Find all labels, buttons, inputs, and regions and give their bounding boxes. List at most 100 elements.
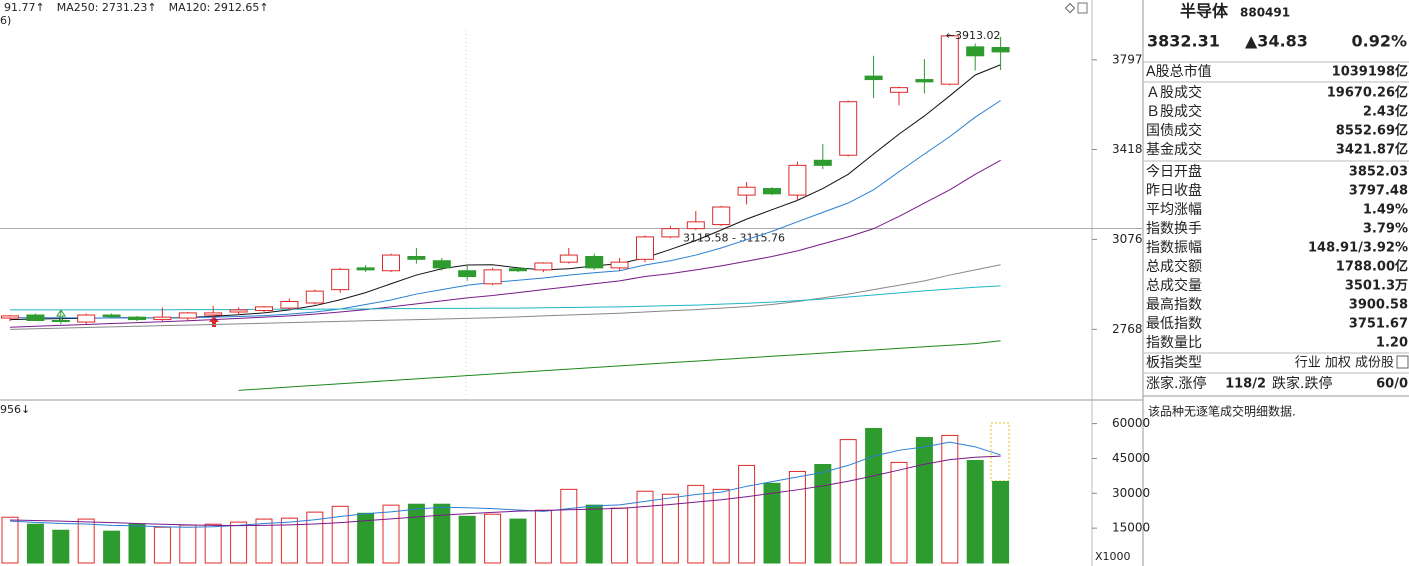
row-label: 昨日收盘 (1146, 182, 1202, 199)
candle-body (153, 316, 172, 321)
diamond-icon[interactable]: ◇ (1065, 1, 1075, 16)
volume-bar (128, 523, 146, 564)
candle-body (712, 206, 731, 226)
ma-line (10, 100, 1001, 319)
row-value: 3751.67 (1349, 317, 1408, 332)
volume-bar (331, 505, 349, 564)
row-value: 8552.69亿 (1336, 123, 1408, 139)
row-label: 平均涨幅 (1146, 202, 1202, 218)
y-tick-label: 15000 (1112, 521, 1150, 535)
volume-bar (534, 509, 552, 564)
volume-bar (738, 464, 756, 564)
quote-pct: 0.92% (1351, 32, 1407, 51)
candle-body (26, 314, 45, 321)
volume-bar (966, 460, 984, 564)
row-value: 3501.3万 (1345, 279, 1408, 294)
row-value: 3421.87亿 (1336, 142, 1408, 158)
candle-body (737, 186, 756, 196)
volume-bar (407, 503, 425, 564)
volume-bar (890, 461, 908, 564)
row-label: 指数量比 (1146, 335, 1202, 351)
candle-body (432, 260, 451, 269)
candle-body (864, 75, 883, 81)
candle-body (534, 262, 553, 271)
ma-line (9, 159, 1001, 328)
candle-body (661, 228, 680, 238)
row-value: 19670.26亿 (1327, 85, 1408, 101)
row-value: 3852.03 (1349, 165, 1408, 180)
row-label: 国债成交 (1146, 122, 1202, 139)
quote-code: 880491 (1240, 6, 1290, 20)
volume-bar (687, 484, 705, 564)
candle-body (763, 188, 781, 195)
row-value: 148.91/3.92% (1308, 241, 1408, 256)
volume-bar (382, 504, 400, 564)
candle-body (229, 309, 248, 313)
candle-body (1, 315, 19, 319)
row-label: 指数换手 (1146, 220, 1202, 237)
volume-bar (103, 530, 121, 564)
row-value: 2.43亿 (1363, 104, 1408, 120)
candle-body (966, 46, 985, 57)
quote-price: 3832.31 (1147, 32, 1220, 51)
y-tick-label: 3418 (1112, 142, 1143, 156)
candle-body (839, 101, 858, 156)
row-label: 今日开盘 (1146, 163, 1202, 180)
grid-icon[interactable] (1396, 355, 1409, 369)
candle-body (280, 300, 299, 309)
volume-bar (484, 513, 502, 564)
volume-bar (585, 504, 603, 564)
row-label: 最低指数 (1146, 316, 1202, 332)
candle-body (255, 306, 273, 311)
row-label: 总成交量 (1146, 277, 1202, 294)
ma-legend: MA120: 2912.65↑ (169, 1, 269, 14)
breadth-label: 涨家.涨停 (1146, 375, 1206, 392)
row-value: 1039198亿 (1332, 64, 1408, 80)
volume-bar (1, 516, 19, 564)
row-label: 指数振幅 (1146, 240, 1202, 256)
row-value: 3797.48 (1349, 184, 1408, 199)
candle-body (636, 236, 654, 260)
candle-body (813, 159, 832, 166)
unit-label: X1000 (1095, 550, 1131, 563)
candle-body (331, 268, 350, 291)
candle-body (407, 255, 426, 260)
level-label: 3115.58 - 3115.76 (683, 231, 785, 244)
row-value: 3900.58 (1349, 298, 1408, 313)
candle-body (51, 319, 70, 322)
candle-body (458, 270, 477, 278)
y-tick-label: 45000 (1112, 451, 1150, 465)
volume-bar (839, 439, 857, 564)
candle-body (610, 261, 629, 269)
volume-bar (179, 524, 197, 564)
y-tick-label: 3797 (1112, 52, 1143, 66)
volume-legend: 956↓ (0, 403, 30, 416)
volume-bar (204, 523, 222, 564)
row-value: 3.79% (1363, 222, 1408, 237)
row-value: 1.20 (1376, 336, 1408, 351)
volume-bar (814, 463, 832, 564)
window-icon[interactable] (1077, 2, 1088, 14)
candle-body (686, 221, 705, 230)
candle-body (991, 47, 1010, 53)
candle-body (890, 87, 908, 93)
quote-name: 半导体 (1180, 2, 1229, 21)
candle-body (128, 316, 146, 321)
ma-legend: 6) (0, 14, 11, 27)
y-tick-label: 3076 (1112, 232, 1143, 246)
breadth-label: 跌家.跌停 (1272, 375, 1332, 392)
candle-body (915, 79, 934, 83)
panel-note: 该品种无逐笔成交明细数据. (1148, 404, 1296, 419)
row-label: 最高指数 (1146, 296, 1202, 313)
candle-body (585, 255, 604, 269)
ma-line (10, 285, 1001, 311)
row-label: 总成交额 (1146, 258, 1202, 275)
high-label: ←3913.02 (946, 29, 1001, 42)
volume-bar (712, 488, 730, 564)
candle-body (178, 312, 197, 319)
candle-body (356, 267, 375, 271)
ma-line (238, 340, 1001, 391)
volume-bar (992, 480, 1010, 564)
y-tick-label: 2768 (1112, 322, 1143, 336)
